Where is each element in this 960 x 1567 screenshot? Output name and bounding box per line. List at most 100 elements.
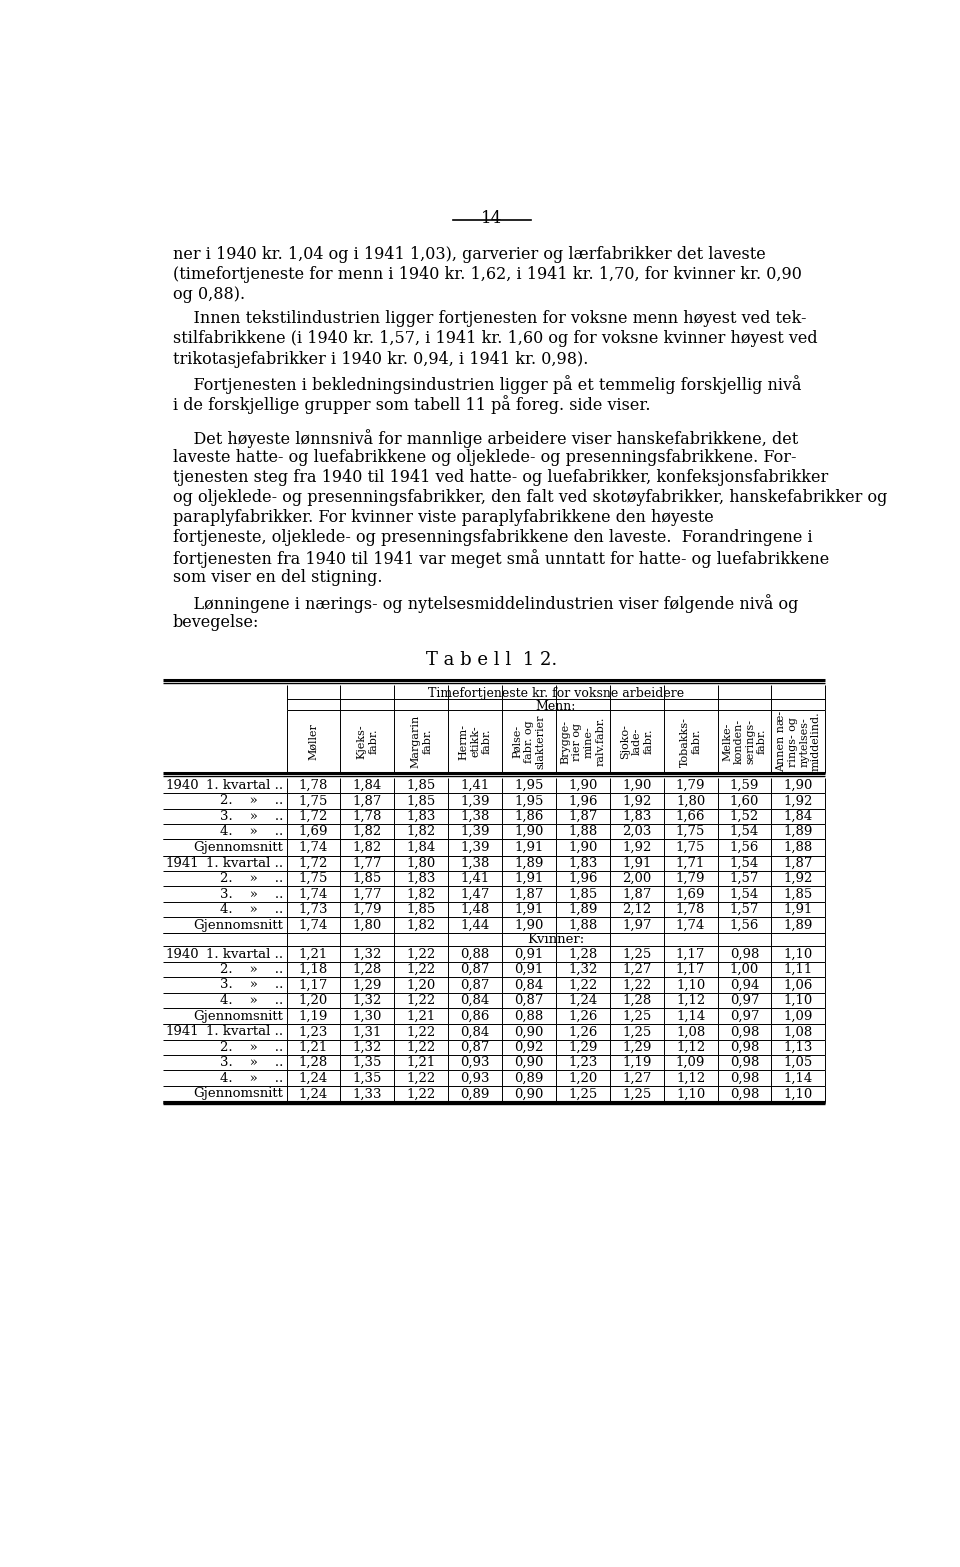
Text: 1,17: 1,17 <box>676 948 706 961</box>
Text: fortjeneste, oljeklede- og presenningsfabrikkene den laveste.  Forandringene i: fortjeneste, oljeklede- og presenningsfa… <box>173 530 812 547</box>
Text: og oljeklede- og presenningsfabrikker, den falt ved skotøyfabrikker, hanskefabri: og oljeklede- og presenningsfabrikker, d… <box>173 489 887 506</box>
Text: 1,22: 1,22 <box>407 993 436 1008</box>
Text: 1,82: 1,82 <box>407 826 436 838</box>
Text: 1,80: 1,80 <box>676 794 706 807</box>
Text: 1,25: 1,25 <box>568 1087 597 1100</box>
Text: 1,22: 1,22 <box>407 964 436 976</box>
Text: 1,95: 1,95 <box>515 779 543 791</box>
Text: 1,32: 1,32 <box>352 1040 382 1055</box>
Text: 1,10: 1,10 <box>676 978 706 992</box>
Text: 1,17: 1,17 <box>676 964 706 976</box>
Text: 1,32: 1,32 <box>352 948 382 961</box>
Text: 1,25: 1,25 <box>622 1025 651 1039</box>
Text: 0,84: 0,84 <box>461 993 490 1008</box>
Text: 1. kvartal ..: 1. kvartal .. <box>206 948 283 961</box>
Text: Tobakks-
fabr.: Tobakks- fabr. <box>680 716 702 766</box>
Text: 0,87: 0,87 <box>461 1040 490 1055</box>
Text: 1,79: 1,79 <box>676 779 706 791</box>
Text: 1,71: 1,71 <box>676 857 706 870</box>
Text: 1,89: 1,89 <box>515 857 543 870</box>
Text: 1,41: 1,41 <box>461 779 490 791</box>
Text: 1,90: 1,90 <box>622 779 652 791</box>
Text: 1,28: 1,28 <box>622 993 651 1008</box>
Text: 1,91: 1,91 <box>515 841 543 854</box>
Text: 0,98: 0,98 <box>730 1072 759 1084</box>
Text: 1,88: 1,88 <box>568 918 597 932</box>
Text: Brygge-
rier og
mine-
ralv.fabr.: Brygge- rier og mine- ralv.fabr. <box>561 718 605 766</box>
Text: 1. kvartal ..: 1. kvartal .. <box>206 857 283 870</box>
Text: 3.    »    ..: 3. » .. <box>220 887 283 901</box>
Text: 1,74: 1,74 <box>676 918 706 932</box>
Text: 1,85: 1,85 <box>407 903 436 917</box>
Text: 1,33: 1,33 <box>352 1087 382 1100</box>
Text: 1,26: 1,26 <box>568 1025 597 1039</box>
Text: og 0,88).: og 0,88). <box>173 285 245 302</box>
Text: 0,89: 0,89 <box>461 1087 490 1100</box>
Text: Annen næ-
rings- og
nytelses-
middelind.: Annen næ- rings- og nytelses- middelind. <box>776 711 821 773</box>
Text: 0,87: 0,87 <box>515 993 543 1008</box>
Text: 1,08: 1,08 <box>676 1025 706 1039</box>
Text: 0,97: 0,97 <box>730 1009 759 1023</box>
Text: 1,22: 1,22 <box>407 1025 436 1039</box>
Text: 0,97: 0,97 <box>730 993 759 1008</box>
Text: 1,44: 1,44 <box>461 918 490 932</box>
Text: 0,88: 0,88 <box>461 948 490 961</box>
Text: 1,75: 1,75 <box>676 826 706 838</box>
Text: 3.    »    ..: 3. » .. <box>220 810 283 823</box>
Text: 1,21: 1,21 <box>299 948 328 961</box>
Text: i de forskjellige grupper som tabell 11 på foreg. side viser.: i de forskjellige grupper som tabell 11 … <box>173 395 650 414</box>
Text: 1,89: 1,89 <box>783 918 813 932</box>
Text: 0,98: 0,98 <box>730 1025 759 1039</box>
Text: 0,98: 0,98 <box>730 1040 759 1055</box>
Text: 0,87: 0,87 <box>461 964 490 976</box>
Text: 1,25: 1,25 <box>622 1087 651 1100</box>
Text: 1,27: 1,27 <box>622 1072 652 1084</box>
Text: 1,83: 1,83 <box>568 857 597 870</box>
Text: Kvinner:: Kvinner: <box>527 934 585 946</box>
Text: 1,20: 1,20 <box>407 978 436 992</box>
Text: 0,94: 0,94 <box>730 978 759 992</box>
Text: 1,20: 1,20 <box>299 993 328 1008</box>
Text: 1,56: 1,56 <box>730 918 759 932</box>
Text: 1,00: 1,00 <box>730 964 759 976</box>
Text: 0,90: 0,90 <box>515 1056 543 1069</box>
Text: 1,85: 1,85 <box>352 873 382 885</box>
Text: 1,20: 1,20 <box>568 1072 597 1084</box>
Text: 1,26: 1,26 <box>568 1009 597 1023</box>
Text: 1,12: 1,12 <box>676 993 706 1008</box>
Text: 1,24: 1,24 <box>568 993 597 1008</box>
Text: 1,30: 1,30 <box>352 1009 382 1023</box>
Text: paraplyfabrikker. For kvinner viste paraplyfabrikkene den høyeste: paraplyfabrikker. For kvinner viste para… <box>173 509 713 527</box>
Text: 1,77: 1,77 <box>352 887 382 901</box>
Text: 0,98: 0,98 <box>730 1056 759 1069</box>
Text: 1,92: 1,92 <box>783 873 813 885</box>
Text: 1940: 1940 <box>165 948 199 961</box>
Text: 1941: 1941 <box>165 857 199 870</box>
Text: Kjeks-
fabr.: Kjeks- fabr. <box>356 724 378 758</box>
Text: 1,39: 1,39 <box>461 841 490 854</box>
Text: 1,72: 1,72 <box>299 810 328 823</box>
Text: Melke-
konden-
serings-
fabr.: Melke- konden- serings- fabr. <box>722 719 767 765</box>
Text: 1,80: 1,80 <box>407 857 436 870</box>
Text: 1,90: 1,90 <box>515 826 543 838</box>
Text: 1,90: 1,90 <box>568 779 597 791</box>
Text: Gjennomsnitt: Gjennomsnitt <box>194 918 283 932</box>
Text: 1,90: 1,90 <box>783 779 813 791</box>
Text: 1,54: 1,54 <box>730 857 759 870</box>
Text: 1,83: 1,83 <box>407 873 436 885</box>
Text: 1,14: 1,14 <box>783 1072 813 1084</box>
Text: Pølse-
fabr. og
slakterier: Pølse- fabr. og slakterier <box>513 715 545 769</box>
Text: 1,21: 1,21 <box>407 1009 436 1023</box>
Text: Det høyeste lønnsnivå for mannlige arbeidere viser hanskefabrikkene, det: Det høyeste lønnsnivå for mannlige arbei… <box>173 429 798 448</box>
Text: 1,75: 1,75 <box>299 873 328 885</box>
Text: 1,69: 1,69 <box>299 826 328 838</box>
Text: 14: 14 <box>481 210 503 227</box>
Text: 1,69: 1,69 <box>676 887 706 901</box>
Text: Margarin
fabr.: Margarin fabr. <box>411 715 432 768</box>
Text: 1,32: 1,32 <box>352 993 382 1008</box>
Text: 1,89: 1,89 <box>783 826 813 838</box>
Text: 1,22: 1,22 <box>407 1087 436 1100</box>
Text: 1,87: 1,87 <box>515 887 543 901</box>
Text: 1,87: 1,87 <box>352 794 382 807</box>
Text: 1,75: 1,75 <box>299 794 328 807</box>
